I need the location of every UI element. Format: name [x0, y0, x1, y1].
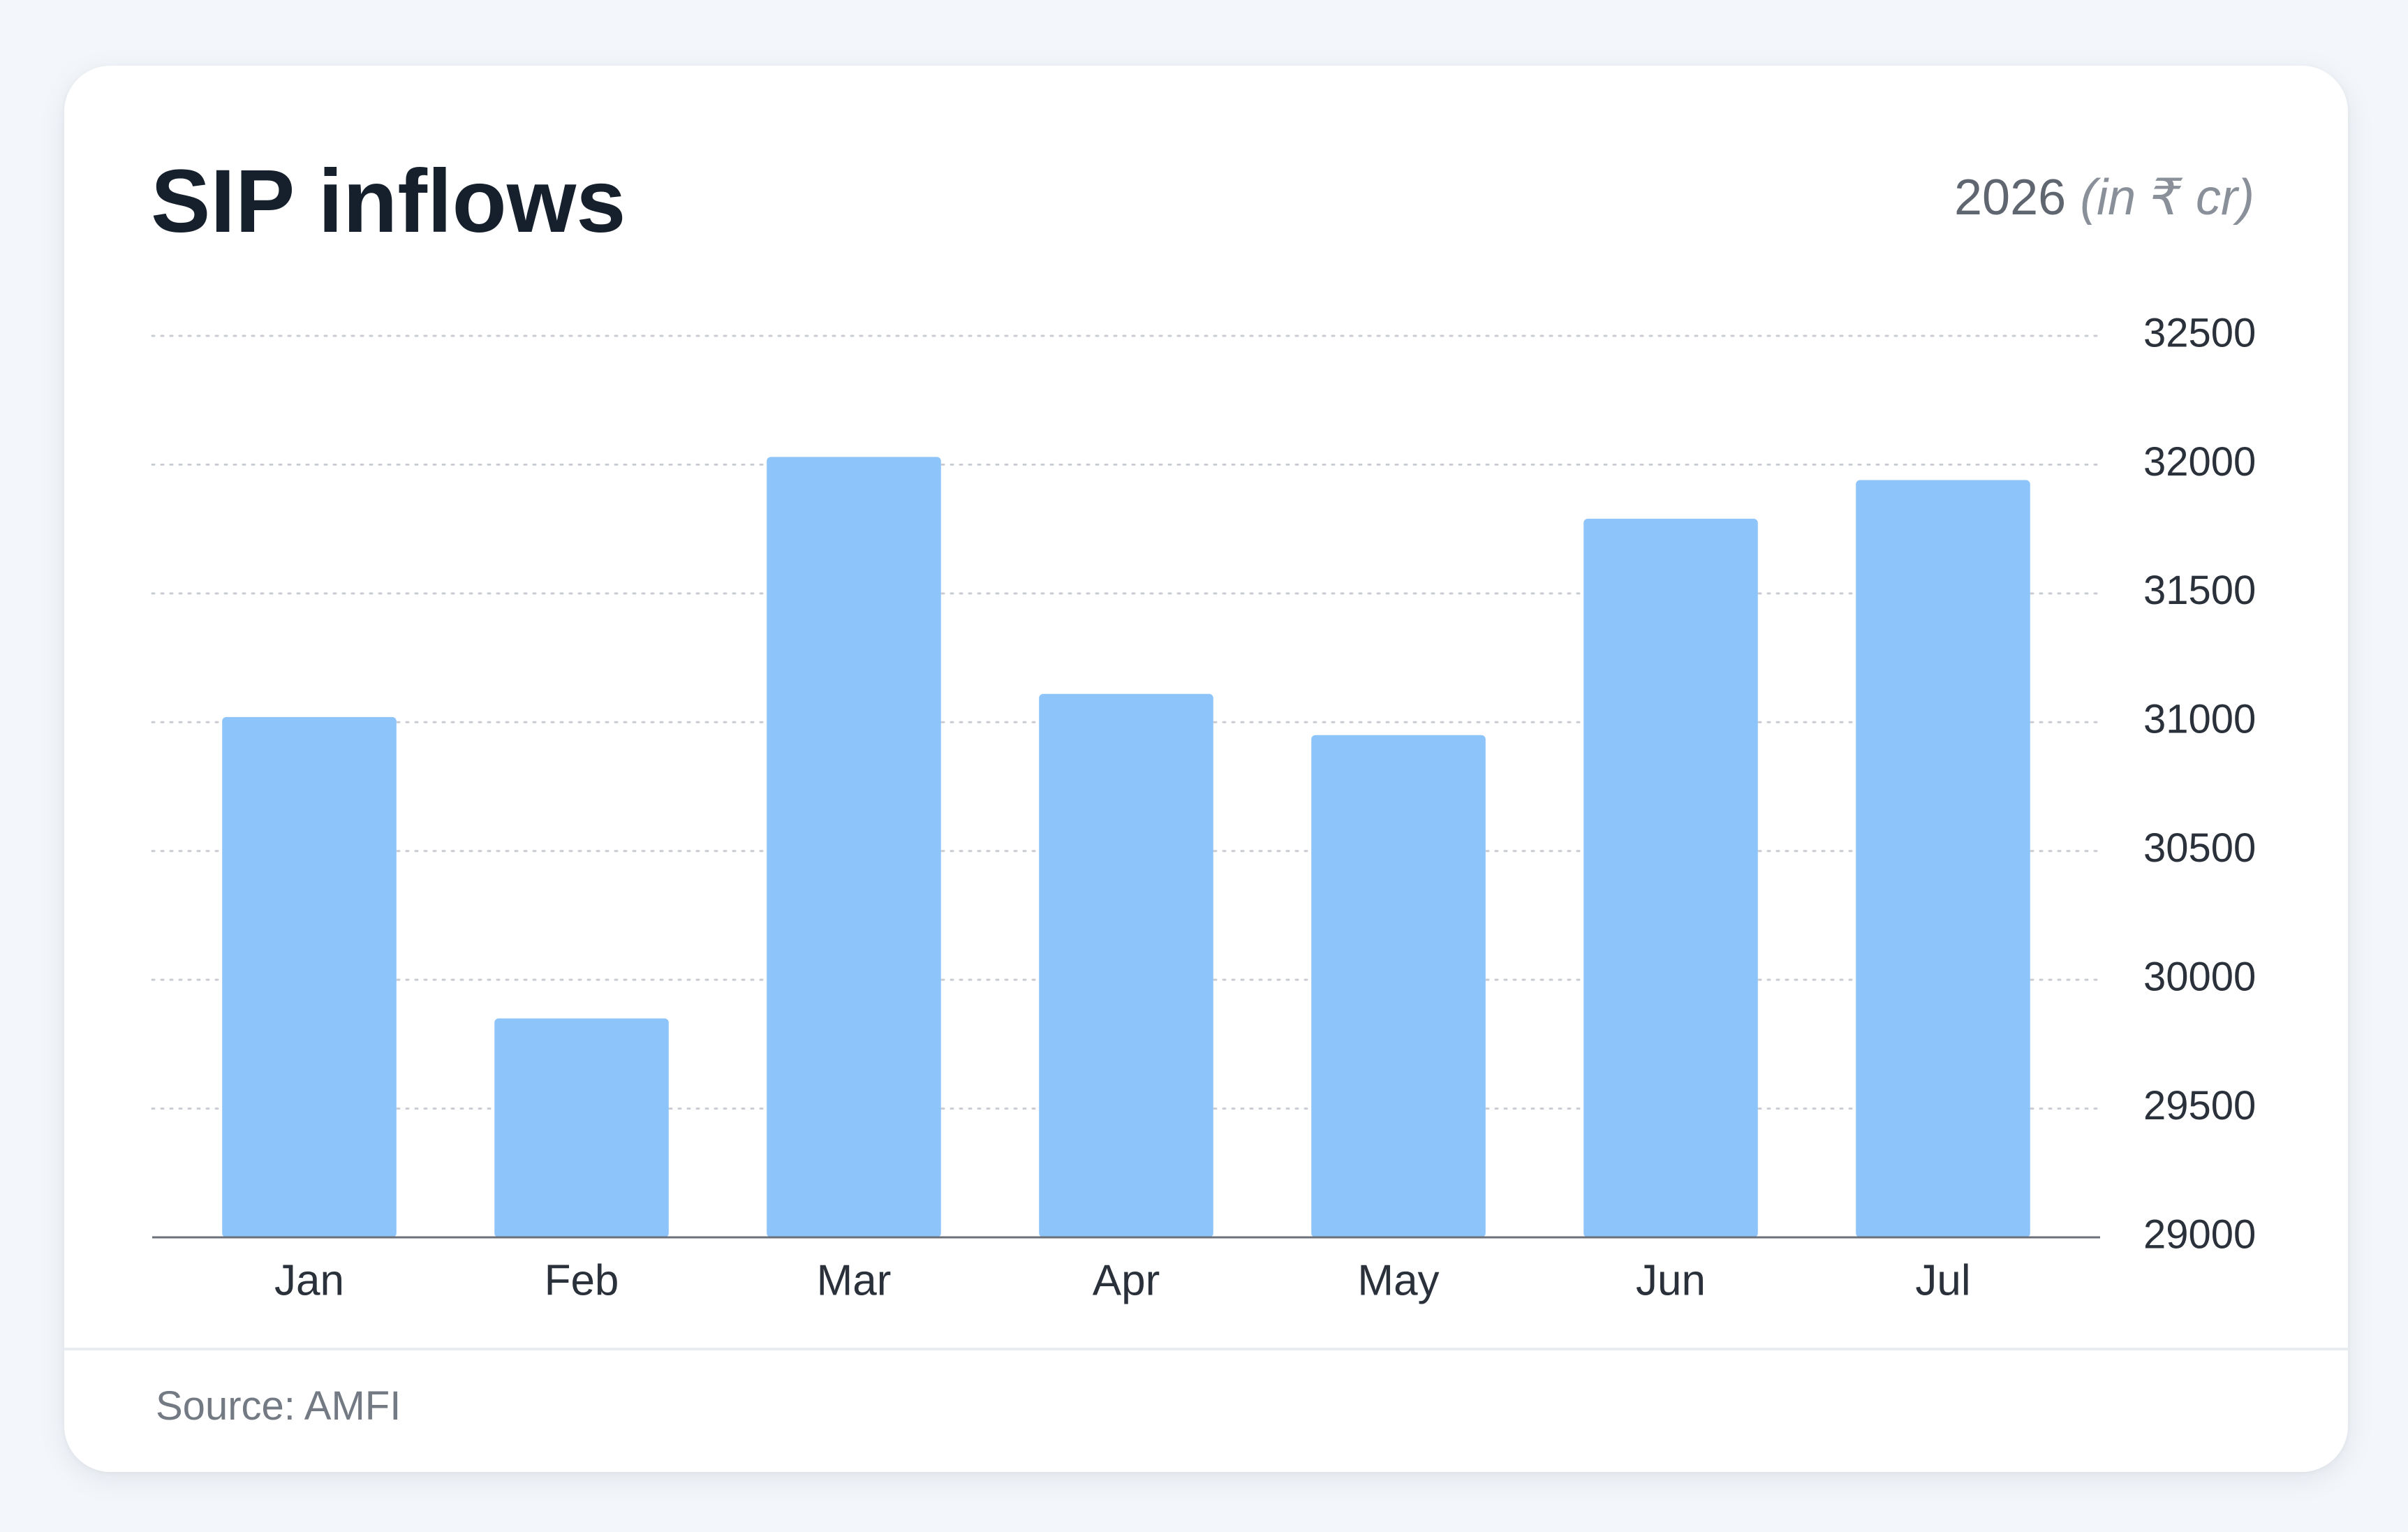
bar-jul: [1856, 480, 2030, 1237]
chart-subtitle: 2026 (in ₹ cr): [1954, 168, 2254, 228]
footer-divider: [64, 1348, 2348, 1350]
bar-chart: 29000 29500 30000 30500 31000 31500 32000 32500…: [151, 310, 2256, 1304]
chart-title: SIP inflows: [151, 152, 626, 251]
x-tick-label: Jan: [274, 1256, 344, 1304]
bar-jun: [1583, 518, 1758, 1237]
y-tick-label: 32500: [2143, 310, 2256, 355]
y-tick-label: 32000: [2143, 439, 2256, 485]
bar-apr: [1039, 693, 1213, 1237]
bars: [222, 457, 2030, 1238]
source-note: Source: AMFI: [156, 1383, 401, 1429]
x-tick-label: Apr: [1093, 1256, 1160, 1304]
y-tick-label: 29500: [2143, 1083, 2256, 1128]
bar-jan: [222, 716, 397, 1237]
chart-year: 2026: [1954, 170, 2067, 226]
y-axis-ticks: 29000 29500 30000 30500 31000 31500 32000 32500: [2143, 310, 2256, 1257]
bar-may: [1311, 735, 1486, 1237]
chart-card: SIP inflows 2026 (in ₹ cr) 29000 29500 300…: [64, 66, 2348, 1472]
x-axis-ticks: Jan Feb Mar Apr May Jun Jul: [274, 1256, 1971, 1304]
x-tick-label: Jun: [1636, 1256, 1706, 1304]
y-tick-label: 29000: [2143, 1211, 2256, 1257]
bar-feb: [494, 1018, 669, 1237]
chart-unit: (in ₹ cr): [2080, 170, 2254, 226]
x-tick-label: May: [1357, 1256, 1439, 1304]
y-tick-label: 31000: [2143, 697, 2256, 742]
y-tick-label: 31500: [2143, 568, 2256, 613]
x-tick-label: Feb: [545, 1256, 619, 1304]
x-tick-label: Jul: [1915, 1256, 1970, 1304]
y-tick-label: 30000: [2143, 954, 2256, 999]
x-tick-label: Mar: [817, 1256, 892, 1304]
y-tick-label: 30500: [2143, 825, 2256, 871]
bar-mar: [767, 457, 941, 1238]
